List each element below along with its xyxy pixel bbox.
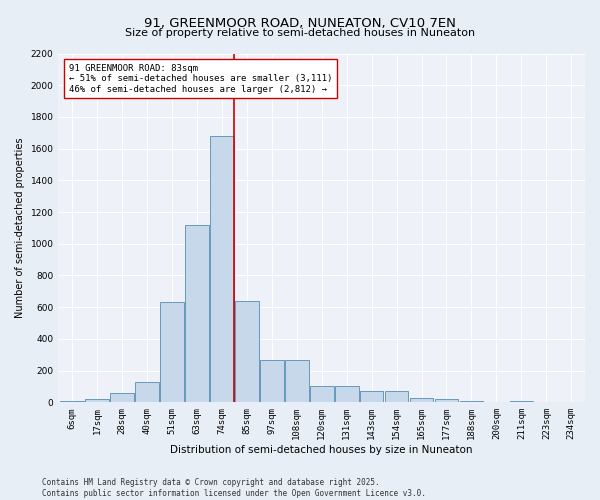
Bar <box>434 399 458 402</box>
Text: 91, GREENMOOR ROAD, NUNEATON, CV10 7EN: 91, GREENMOOR ROAD, NUNEATON, CV10 7EN <box>144 18 456 30</box>
Bar <box>385 391 409 402</box>
Bar <box>135 382 159 402</box>
Bar <box>335 386 359 402</box>
Bar <box>310 386 334 402</box>
Bar <box>110 393 134 402</box>
Bar <box>410 398 433 402</box>
Text: Size of property relative to semi-detached houses in Nuneaton: Size of property relative to semi-detach… <box>125 28 475 38</box>
X-axis label: Distribution of semi-detached houses by size in Nuneaton: Distribution of semi-detached houses by … <box>170 445 473 455</box>
Bar <box>210 136 234 402</box>
Bar <box>285 360 308 403</box>
Bar <box>360 391 383 402</box>
Bar <box>160 302 184 402</box>
Bar <box>509 400 533 402</box>
Bar <box>460 400 484 402</box>
Bar <box>260 360 284 403</box>
Text: Contains HM Land Registry data © Crown copyright and database right 2025.
Contai: Contains HM Land Registry data © Crown c… <box>42 478 426 498</box>
Bar <box>85 399 109 402</box>
Bar <box>235 301 259 402</box>
Bar <box>185 224 209 402</box>
Y-axis label: Number of semi-detached properties: Number of semi-detached properties <box>15 138 25 318</box>
Text: 91 GREENMOOR ROAD: 83sqm
← 51% of semi-detached houses are smaller (3,111)
46% o: 91 GREENMOOR ROAD: 83sqm ← 51% of semi-d… <box>69 64 332 94</box>
Bar <box>60 400 84 402</box>
